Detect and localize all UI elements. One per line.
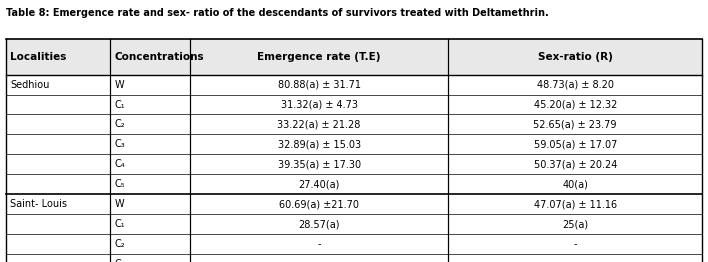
Text: C₁: C₁ — [115, 219, 125, 229]
Text: 40(a): 40(a) — [562, 179, 588, 189]
Text: C₃: C₃ — [115, 139, 125, 149]
Text: C₂: C₂ — [115, 119, 125, 129]
Text: Localities: Localities — [10, 52, 67, 62]
Text: Concentrations: Concentrations — [115, 52, 204, 62]
Text: 48.73(a) ± 8.20: 48.73(a) ± 8.20 — [537, 80, 614, 90]
Text: 27.40(a): 27.40(a) — [299, 179, 340, 189]
Text: 59.05(a) ± 17.07: 59.05(a) ± 17.07 — [534, 139, 617, 149]
Text: 60.69(a) ±21.70: 60.69(a) ±21.70 — [279, 199, 359, 209]
Bar — [6, 174, 702, 194]
Text: 28.57(a): 28.57(a) — [298, 219, 340, 229]
Text: Emergence rate (T.E): Emergence rate (T.E) — [258, 52, 381, 62]
Text: C₁: C₁ — [115, 100, 125, 110]
Text: 39.35(a) ± 17.30: 39.35(a) ± 17.30 — [278, 159, 361, 169]
Bar — [6, 154, 702, 174]
Text: W: W — [115, 80, 124, 90]
Text: W: W — [115, 199, 124, 209]
Text: 31.32(a) ± 4.73: 31.32(a) ± 4.73 — [280, 100, 358, 110]
Bar — [6, 194, 702, 214]
Text: Sex-ratio (R): Sex-ratio (R) — [538, 52, 612, 62]
Text: -: - — [573, 239, 577, 249]
Bar — [6, 214, 702, 234]
Text: 45.20(a) ± 12.32: 45.20(a) ± 12.32 — [534, 100, 617, 110]
Text: C₃: C₃ — [115, 259, 125, 262]
Bar — [6, 134, 702, 154]
Bar — [6, 234, 702, 254]
Text: 80.88(a) ± 31.71: 80.88(a) ± 31.71 — [278, 80, 360, 90]
Text: 33.22(a) ± 21.28: 33.22(a) ± 21.28 — [278, 119, 361, 129]
Text: 32.89(a) ± 15.03: 32.89(a) ± 15.03 — [278, 139, 361, 149]
Text: C₂: C₂ — [115, 239, 125, 249]
Text: Table 8: Emergence rate and sex- ratio of the descendants of survivors treated w: Table 8: Emergence rate and sex- ratio o… — [6, 8, 549, 18]
Bar — [6, 254, 702, 262]
Bar — [6, 39, 702, 75]
Text: 50.37(a) ± 20.24: 50.37(a) ± 20.24 — [534, 159, 617, 169]
Text: 25(a): 25(a) — [562, 219, 588, 229]
Text: C₅: C₅ — [115, 179, 125, 189]
Bar — [6, 75, 702, 95]
Text: -: - — [573, 259, 577, 262]
Text: -: - — [317, 259, 321, 262]
Bar — [6, 114, 702, 134]
Text: -: - — [317, 239, 321, 249]
Text: Sedhiou: Sedhiou — [10, 80, 50, 90]
Text: 47.07(a) ± 11.16: 47.07(a) ± 11.16 — [534, 199, 617, 209]
Bar — [6, 95, 702, 114]
Text: C₄: C₄ — [115, 159, 125, 169]
Text: 52.65(a) ± 23.79: 52.65(a) ± 23.79 — [533, 119, 617, 129]
Text: Saint- Louis: Saint- Louis — [10, 199, 67, 209]
